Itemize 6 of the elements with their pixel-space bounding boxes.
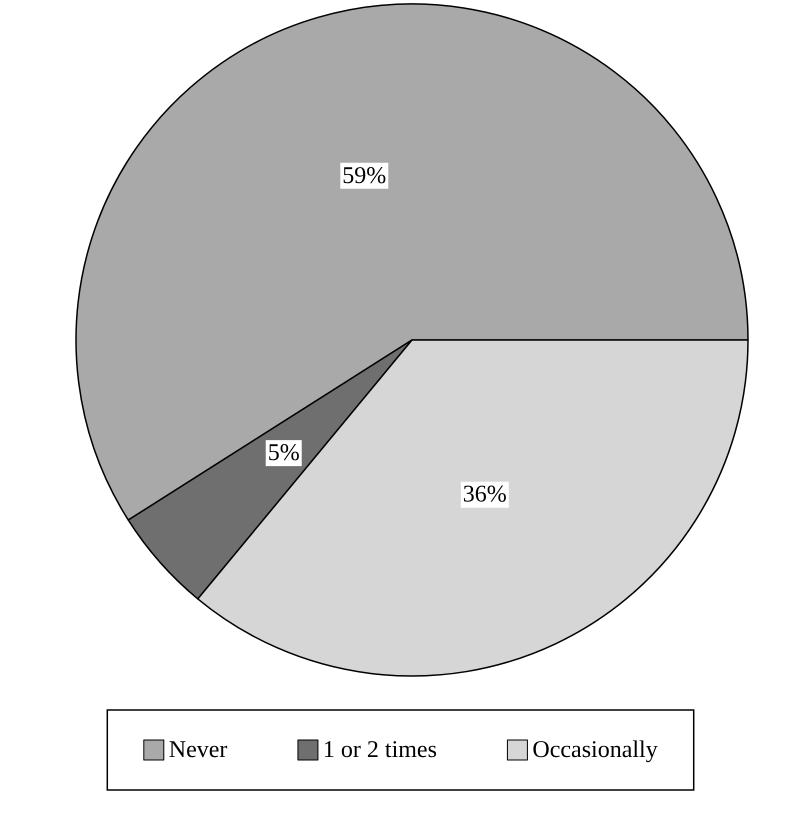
legend-label: Occasionally [532,737,658,763]
data-label: 36% [462,482,507,508]
data-label: 59% [342,162,386,189]
data-label: 5% [268,440,300,466]
legend-label: Never [168,737,228,763]
legend-label: 1 or 2 times [322,737,437,763]
